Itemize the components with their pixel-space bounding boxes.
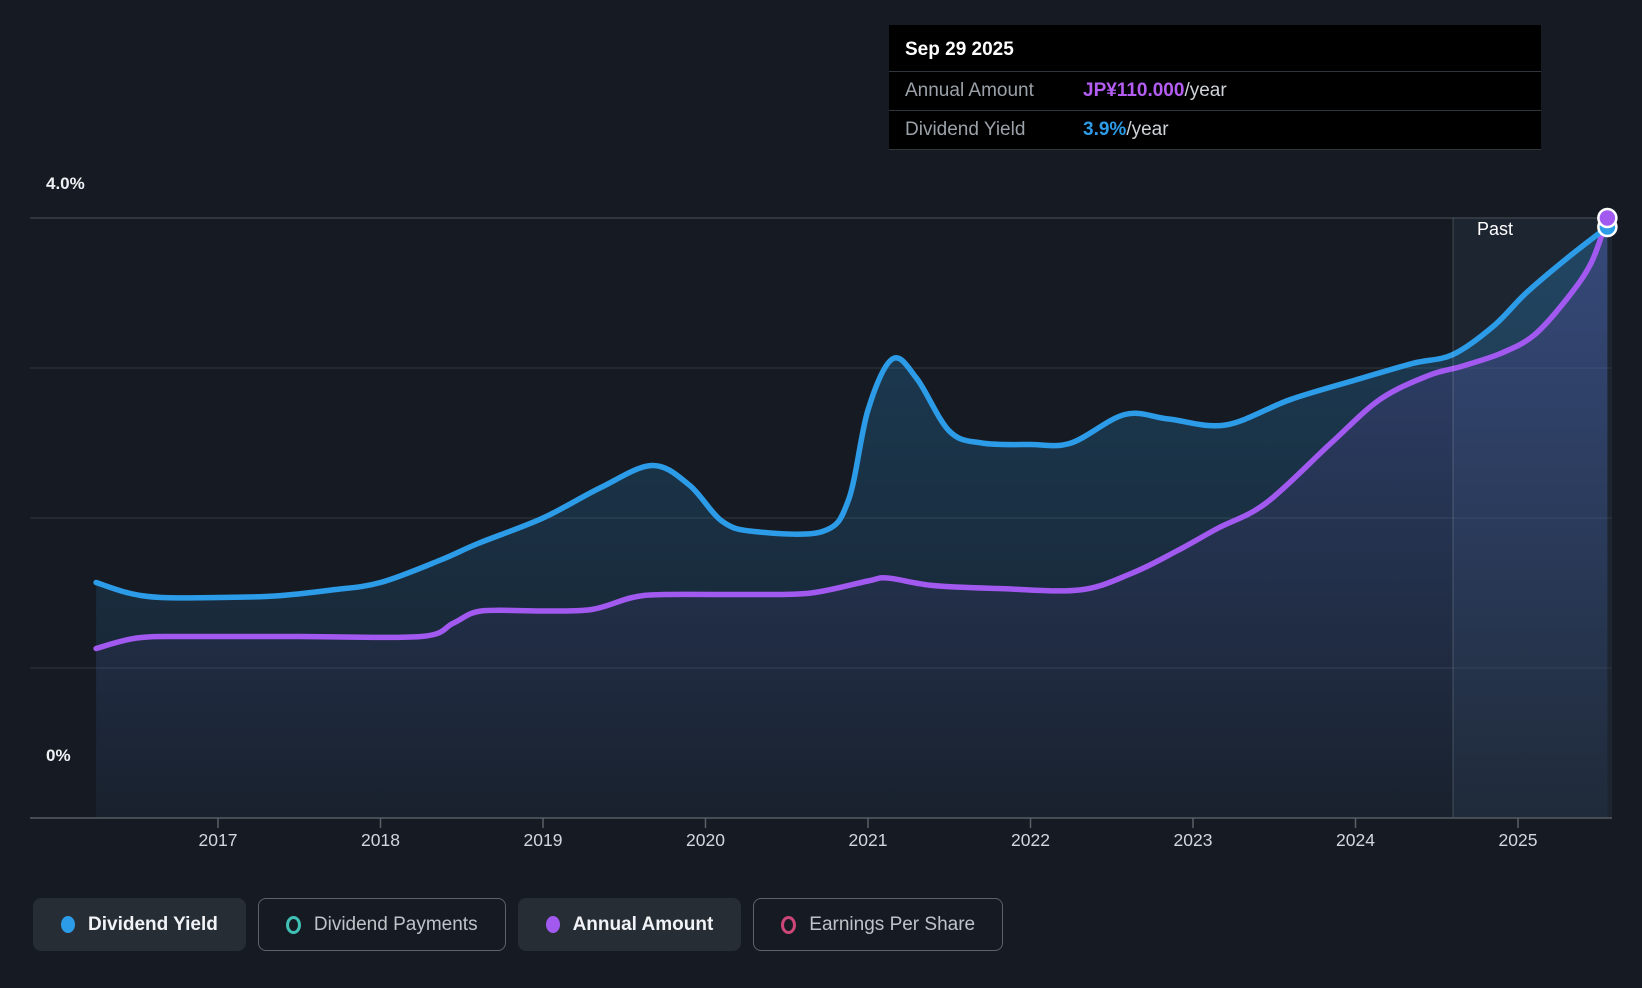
tooltip-row-annual-amount: Annual Amount JP¥110.000/year	[889, 71, 1541, 110]
tooltip-row-label: Dividend Yield	[905, 119, 1026, 140]
x-tick-label-2017: 2017	[198, 830, 238, 850]
dividend-payments-ring-icon	[285, 915, 301, 934]
x-tick-label-2024: 2024	[1336, 830, 1375, 850]
tooltip-date: Sep 29 2025	[905, 39, 1014, 60]
past-label: Past	[1477, 219, 1514, 239]
x-tick-label-2025: 2025	[1498, 830, 1538, 850]
x-tick-label-2019: 2019	[523, 830, 563, 850]
legend-button-label: Dividend Yield	[88, 913, 218, 935]
chart-tooltip: Sep 29 2025 Annual Amount JP¥110.000/yea…	[889, 25, 1541, 150]
legend-button-label: Annual Amount	[572, 913, 714, 935]
tooltip-row-label: Annual Amount	[905, 80, 1034, 101]
x-tick-label-2018: 2018	[361, 830, 400, 850]
legend-button-annual-amount[interactable]: Annual Amount	[517, 898, 742, 951]
x-tick-label-2020: 2020	[686, 830, 725, 850]
legend-button-label: Dividend Payments	[313, 913, 478, 935]
legend-button-label: Earnings Per Share	[809, 913, 976, 935]
legend: Dividend Yield Dividend Payments Annual …	[33, 898, 1004, 951]
y-axis-label-zero: 0%	[46, 746, 71, 765]
earnings-per-share-ring-icon	[781, 915, 797, 934]
area-fill-1	[96, 218, 1608, 818]
tooltip-row-value: JP¥110.000/year	[1083, 80, 1227, 101]
y-axis-label-max: 4.0%	[46, 174, 85, 193]
dividend-yield-dot-icon	[61, 916, 75, 933]
x-tick-label-2022: 2022	[1011, 830, 1050, 850]
end-marker-annual-amount	[1597, 207, 1618, 229]
legend-button-dividend-yield[interactable]: Dividend Yield	[33, 898, 246, 951]
legend-button-dividend-payments[interactable]: Dividend Payments	[257, 898, 506, 951]
annual-amount-dot-icon	[545, 916, 560, 933]
series-line-annual-amount	[93, 215, 1611, 652]
x-tick-label-2023: 2023	[1173, 830, 1213, 850]
tooltip-row-value: 3.9%/year	[1083, 119, 1169, 140]
series-line-dividend-yield	[93, 224, 1611, 601]
tooltip-row-dividend-yield: Dividend Yield 3.9%/year	[889, 110, 1541, 150]
x-tick-label-2021: 2021	[848, 830, 888, 850]
legend-button-earnings-per-share[interactable]: Earnings Per Share	[753, 898, 1004, 951]
